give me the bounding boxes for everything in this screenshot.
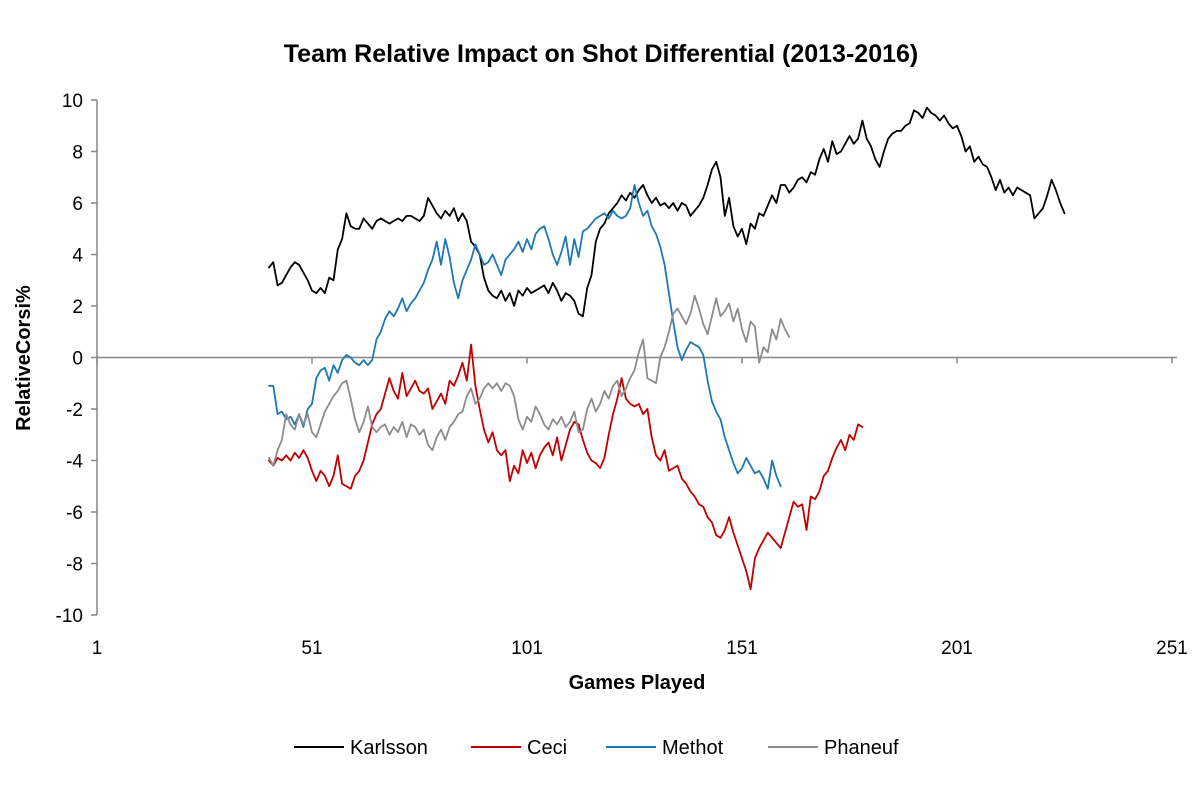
x-axis-ticks: 1 51 101 151 201 251: [92, 357, 1188, 659]
y-tick-label: 2: [72, 297, 83, 318]
x-tick-label: 1: [92, 638, 103, 659]
y-tick-label: 8: [72, 143, 83, 164]
y-tick-label: -4: [66, 452, 83, 473]
x-tick-label: 151: [726, 638, 758, 659]
y-tick-label: 0: [72, 349, 83, 370]
y-tick-label: 10: [62, 91, 83, 112]
series-line-karlsson: [268, 106, 1066, 318]
y-tick-label: 4: [72, 246, 83, 267]
y-tick-label: 6: [72, 194, 83, 215]
series-lines: [268, 106, 1066, 591]
legend-label-methot: Methot: [662, 737, 724, 759]
series-line-phaneuf: [268, 294, 791, 467]
series-line-methot: [268, 184, 782, 490]
y-tick-label: -2: [66, 400, 83, 421]
y-tick-label: -8: [66, 555, 83, 576]
legend: Karlsson Ceci Methot Phaneuf: [294, 737, 899, 759]
x-tick-label: 201: [941, 638, 973, 659]
legend-label-ceci: Ceci: [527, 737, 567, 759]
y-tick-label: -6: [66, 503, 83, 524]
x-axis-label: Games Played: [569, 672, 706, 694]
legend-label-karlsson: Karlsson: [350, 737, 428, 759]
x-tick-label: 251: [1156, 638, 1188, 659]
y-axis-label: RelativeCorsi%: [13, 285, 35, 431]
x-tick-label: 51: [301, 638, 322, 659]
y-axis-ticks: -10 -8 -6 -4 -2 0 2 4 6 8 10: [56, 91, 97, 627]
x-tick-label: 101: [511, 638, 543, 659]
series-line-ceci: [268, 343, 864, 591]
legend-label-phaneuf: Phaneuf: [824, 737, 899, 759]
y-tick-label: -10: [56, 606, 83, 627]
chart-title: Team Relative Impact on Shot Differentia…: [284, 40, 918, 68]
